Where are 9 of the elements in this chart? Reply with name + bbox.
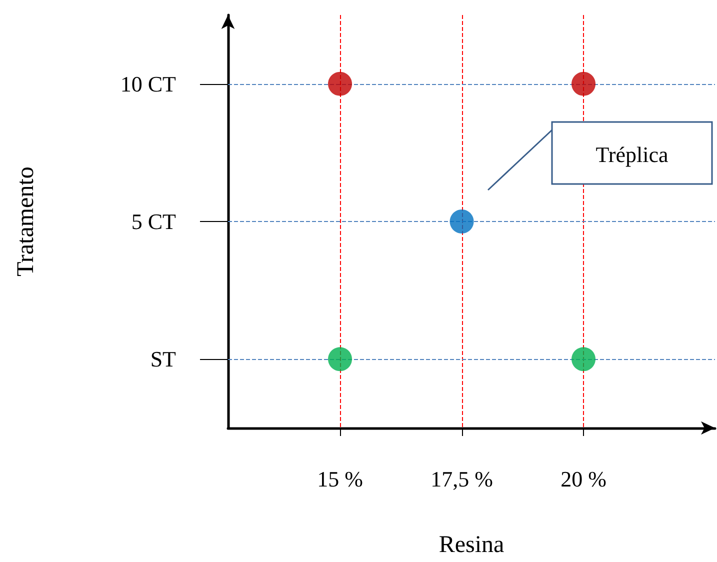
x-tick-label: 17,5 % — [430, 466, 493, 492]
annotation: Tréplica — [596, 142, 668, 167]
y-tick-label: 10 CT — [120, 71, 177, 96]
x-tick-label: 20 % — [560, 466, 606, 492]
x-tick-label: 15 % — [317, 466, 363, 492]
x-axis-title: Resina — [438, 532, 505, 558]
y-tick-label: 5 CT — [131, 209, 177, 234]
y-axis-title: Tratamento — [13, 166, 39, 276]
y-tick-label: ST — [150, 346, 177, 372]
